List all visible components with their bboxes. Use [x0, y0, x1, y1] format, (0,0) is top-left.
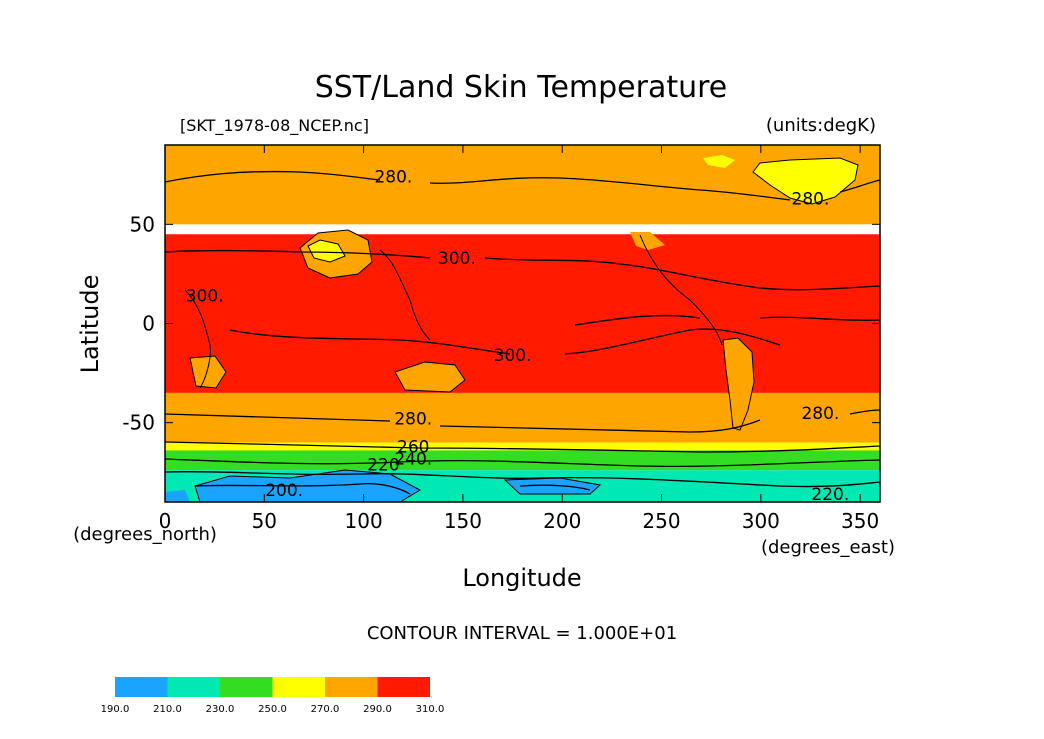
colorbar-swatch-3 [272, 677, 325, 697]
x-tick-label-5: 250 [642, 509, 680, 533]
contour-label-11: 220. [811, 485, 849, 505]
y-tick-label-0: -50 [122, 411, 155, 435]
coastline-east-asia [379, 249, 431, 341]
rockies-patch [630, 232, 665, 250]
temperature-band-0 [165, 145, 880, 225]
y-axis-label: Latitude [76, 275, 104, 374]
units-label: (units:degK) [766, 115, 876, 136]
x-units-label: (degrees_east) [761, 537, 895, 558]
contour-240 [165, 458, 880, 468]
contour-300-north [165, 249, 880, 291]
colorbar-label-1: 210.0 [153, 704, 182, 715]
contour-label-7: 260 [397, 437, 429, 457]
contour-label-5: 280. [394, 410, 432, 430]
contour-label-4: 300. [494, 346, 532, 366]
tibet-inner-patch [307, 239, 346, 263]
colorbar-swatch-5 [377, 677, 430, 697]
y-tick-label-1: 0 [142, 312, 155, 336]
antarctic-cold-patch-3 [165, 490, 190, 502]
colorbar-label-0: 190.0 [101, 704, 130, 715]
andes-patch [722, 337, 755, 431]
greenland-patch [752, 157, 859, 205]
x-tick-label-7: 350 [841, 509, 879, 533]
y-tick-label-2: 50 [130, 212, 155, 236]
x-tick-label-1: 50 [252, 509, 277, 533]
contour-lines [165, 170, 880, 495]
x-tick-label-2: 100 [345, 509, 383, 533]
contour-260 [165, 441, 880, 453]
contour-200 [194, 482, 591, 495]
temperature-band-4 [165, 450, 880, 471]
contour-220 [165, 470, 880, 488]
contour-interval-label: CONTOUR INTERVAL = 1.000E+01 [367, 623, 677, 644]
contour-label-10: 200. [265, 481, 303, 501]
colorbar-label-6: 310.0 [416, 704, 445, 715]
y-units-label: (degrees_north) [73, 524, 217, 545]
contour-label-6: 280. [801, 404, 839, 424]
temperature-band-3 [165, 442, 880, 451]
temperature-band-1 [165, 234, 880, 393]
south-africa-patch [189, 355, 227, 389]
colorbar-label-3: 250.0 [258, 704, 287, 715]
arctic-island-patch [703, 155, 735, 168]
chart-title: SST/Land Skin Temperature [315, 70, 728, 105]
contour-300-tropics [229, 328, 781, 355]
x-tick-label-3: 150 [444, 509, 482, 533]
x-tick-label-4: 200 [543, 509, 581, 533]
contour-280-south [165, 409, 880, 433]
contour-label-8: 240. [394, 449, 432, 469]
contour-label-0: 280. [374, 168, 412, 188]
colorbar-label-4: 270.0 [311, 704, 340, 715]
file-label: [SKT_1978-08_NCEP.nc] [180, 116, 369, 136]
contour-label-9: 220 [367, 455, 399, 475]
colorbar-swatch-2 [220, 677, 273, 697]
contour-300-east [574, 314, 880, 326]
colorbar: 190.0 210.0 230.0 250.0 270.0 290.0 310.0 [101, 677, 445, 715]
colorbar-label-2: 230.0 [206, 704, 235, 715]
colorbar-swatch-4 [325, 677, 378, 697]
regional-patches [165, 155, 859, 502]
colorbar-swatch-1 [167, 677, 220, 697]
contour-label-1: 280. [792, 190, 830, 210]
x-tick-label-6: 300 [742, 509, 780, 533]
colorbar-swatch-0 [115, 677, 168, 697]
contour-label-2: 300. [438, 249, 476, 269]
x-tick-label-0: 0 [159, 509, 172, 533]
y-axis-ticks: -50 0 50 [122, 212, 880, 435]
australia-patch [394, 361, 466, 393]
colorbar-label-5: 290.0 [363, 704, 392, 715]
x-axis-label: Longitude [462, 564, 581, 592]
contour-280-north [165, 170, 880, 201]
coastline-americas [639, 234, 723, 346]
contour-label-3: 300. [186, 287, 224, 307]
x-axis-ticks: 0 50 100 150 200 250 300 350 [159, 145, 879, 533]
coastline-africa [184, 289, 211, 389]
